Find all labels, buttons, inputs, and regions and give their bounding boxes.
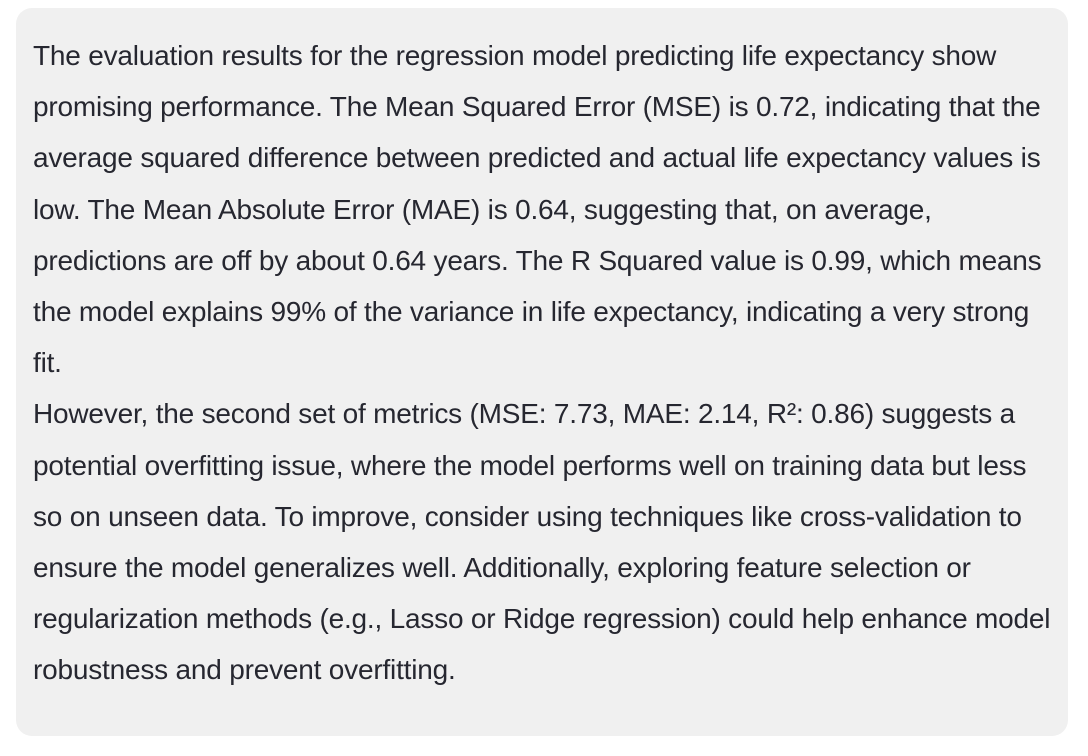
message-paragraph-evaluation: The evaluation results for the regressio… [33,40,1042,379]
message-text: The evaluation results for the regressio… [33,30,1052,696]
chat-message-box: The evaluation results for the regressio… [16,8,1068,736]
message-paragraph-overfitting: However, the second set of metrics (MSE:… [33,398,1051,686]
